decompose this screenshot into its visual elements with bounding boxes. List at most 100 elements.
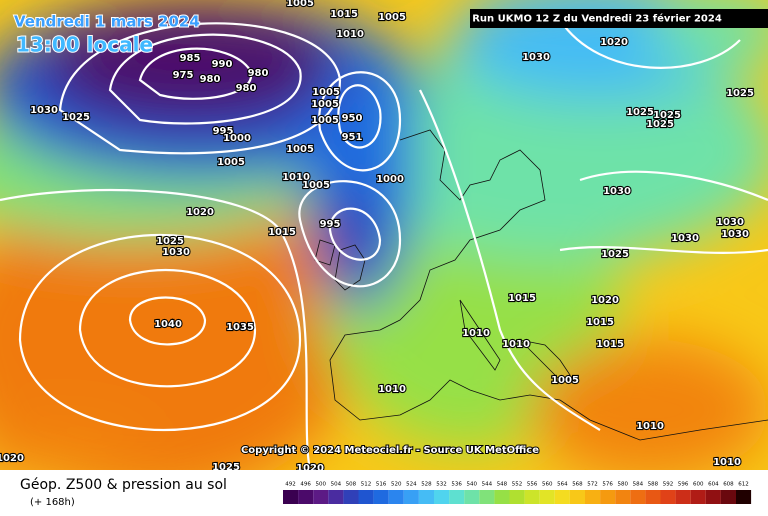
lead-time: (+ 168h) xyxy=(30,497,75,508)
isobar-label: 951 xyxy=(342,132,363,143)
scale-label: 604 xyxy=(708,482,719,488)
isobar-label: 1030 xyxy=(162,247,190,258)
scale-label: 584 xyxy=(633,482,644,488)
scale-label: 608 xyxy=(723,482,734,488)
isobar-label: 1005 xyxy=(312,87,340,98)
isobar-label: 1005 xyxy=(217,157,245,168)
scale-swatch xyxy=(720,490,736,504)
isobar-label: 1000 xyxy=(223,133,251,144)
isobar-label: 1010 xyxy=(713,457,741,468)
isobar-label: 1010 xyxy=(282,172,310,183)
isobar-label: 1025 xyxy=(646,119,674,130)
isobar-label: 1015 xyxy=(330,9,358,20)
scale-label: 512 xyxy=(361,482,372,488)
isobar-label: 980 xyxy=(248,68,269,79)
scale-swatch xyxy=(524,490,540,504)
scale-swatch xyxy=(554,490,570,504)
scale-label: 508 xyxy=(346,482,357,488)
scale-label: 528 xyxy=(421,482,432,488)
isobar-label: 1005 xyxy=(378,12,406,23)
isobar-label: 1025 xyxy=(156,236,184,247)
scale-label: 516 xyxy=(376,482,387,488)
valid-date: Vendredi 1 mars 2024 xyxy=(14,13,200,31)
scale-swatch xyxy=(705,490,721,504)
isobar-label: 1030 xyxy=(716,217,744,228)
scale-swatch xyxy=(358,490,374,504)
scale-swatch xyxy=(615,490,631,504)
isobar-label: 980 xyxy=(236,83,257,94)
isobar-label: 1005 xyxy=(311,115,339,126)
scale-swatch xyxy=(585,490,601,504)
isobar-label: 1015 xyxy=(586,317,614,328)
scale-label: 576 xyxy=(602,482,613,488)
scale-label: 600 xyxy=(693,482,704,488)
scale-label: 612 xyxy=(738,482,749,488)
scale-label: 564 xyxy=(557,482,568,488)
isobar-label: 1010 xyxy=(336,29,364,40)
isobar-label: 1010 xyxy=(636,421,664,432)
scale-label: 548 xyxy=(497,482,508,488)
isobar-label: 1010 xyxy=(502,339,530,350)
scale-swatch xyxy=(645,490,661,504)
isobar-label: 950 xyxy=(342,113,363,124)
scale-swatch xyxy=(283,490,299,504)
scale-label: 524 xyxy=(406,482,417,488)
isobar-label: 1010 xyxy=(378,384,406,395)
scale-swatch xyxy=(630,490,646,504)
scale-label: 504 xyxy=(331,482,342,488)
scale-swatch xyxy=(660,490,676,504)
scale-label: 560 xyxy=(542,482,553,488)
isobar-label: 1030 xyxy=(30,105,58,116)
scale-label: 520 xyxy=(391,482,402,488)
isobar-label: 1005 xyxy=(302,180,330,191)
isobar-label: 985 xyxy=(180,53,201,64)
scale-swatch xyxy=(313,490,329,504)
isobar-label: 1040 xyxy=(154,319,182,330)
scale-swatch xyxy=(736,490,752,504)
scale-label: 540 xyxy=(467,482,478,488)
scale-swatch xyxy=(509,490,525,504)
scale-label: 532 xyxy=(436,482,447,488)
isobar-label: 975 xyxy=(173,70,194,81)
copyright: Copyright © 2024 Meteociel.fr - Source U… xyxy=(241,445,539,456)
isobar-label: 1025 xyxy=(62,112,90,123)
isobar-label: 990 xyxy=(212,59,233,70)
scale-swatch xyxy=(373,490,389,504)
isobar-label: 1005 xyxy=(286,144,314,155)
scale-swatch xyxy=(328,490,344,504)
isobar-label: 1005 xyxy=(286,0,314,9)
scale-label: 596 xyxy=(678,482,689,488)
isobar-label: 1025 xyxy=(626,107,654,118)
run-banner: Run UKMO 12 Z du Vendredi 23 février 202… xyxy=(470,9,768,28)
scale-swatch xyxy=(675,490,691,504)
scale-swatch xyxy=(494,490,510,504)
isobar-label: 1020 xyxy=(600,37,628,48)
scale-swatch xyxy=(539,490,555,504)
scale-swatch xyxy=(690,490,706,504)
color-scale: 492 496 500 504 508 512 516 520 524 528 532 536 540 5… xyxy=(283,482,752,504)
isobar-label: 1015 xyxy=(508,293,536,304)
isobar-label: 1020 xyxy=(591,295,619,306)
isobar-label: 1020 xyxy=(0,453,24,464)
scale-label: 580 xyxy=(618,482,629,488)
scale-label: 544 xyxy=(482,482,493,488)
scale-swatch xyxy=(388,490,404,504)
scale-label: 496 xyxy=(300,482,311,488)
scale-label: 572 xyxy=(587,482,598,488)
scale-swatch xyxy=(418,490,434,504)
isobar-label: 1035 xyxy=(226,322,254,333)
isobars xyxy=(0,19,768,471)
scale-swatch xyxy=(434,490,450,504)
isobar-label: 1015 xyxy=(268,227,296,238)
scale-swatch xyxy=(600,490,616,504)
isobar-label: 1025 xyxy=(601,249,629,260)
scale-label: 592 xyxy=(663,482,674,488)
run-info: Run UKMO 12 Z du Vendredi 23 février 202… xyxy=(472,13,722,25)
isobar-label: 1025 xyxy=(726,88,754,99)
isobar-label: 1025 xyxy=(653,110,681,121)
isobar-label: 995 xyxy=(320,219,341,230)
isobar-label: 1030 xyxy=(671,233,699,244)
scale-label: 492 xyxy=(285,482,296,488)
